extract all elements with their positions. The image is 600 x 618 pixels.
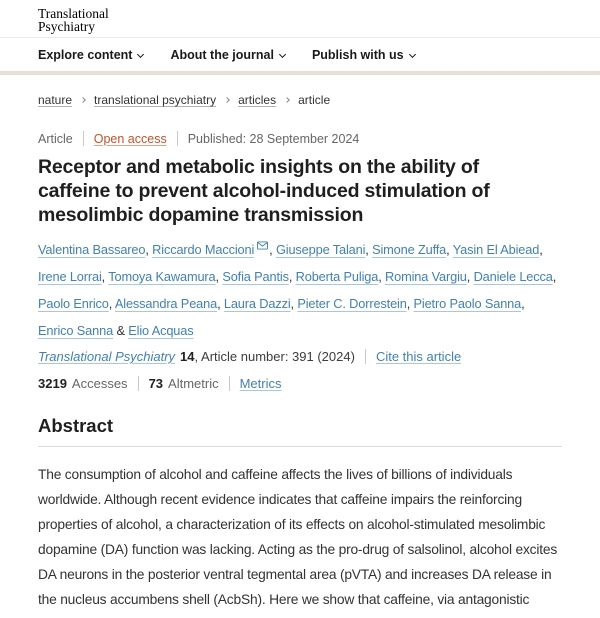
author-link[interactable]: Yasin El Abiead bbox=[452, 242, 540, 257]
meta-divider bbox=[82, 131, 84, 146]
journal-logo-line1: Translational bbox=[38, 6, 109, 21]
citation-divider bbox=[364, 349, 366, 364]
breadcrumb-nature[interactable]: nature bbox=[38, 93, 73, 107]
nav-label: About the journal bbox=[170, 48, 274, 62]
author-link[interactable]: Irene Lorrai bbox=[38, 269, 102, 284]
author-link[interactable]: Pietro Paolo Sanna bbox=[413, 296, 522, 311]
author-link[interactable]: Laura Dazzi bbox=[223, 296, 291, 311]
chevron-down-icon bbox=[278, 50, 286, 59]
abstract-divider bbox=[38, 446, 562, 447]
author-link[interactable]: Elio Acquas bbox=[128, 323, 194, 338]
nav-explore-content[interactable]: Explore content bbox=[38, 48, 145, 62]
breadcrumb-articles[interactable]: articles bbox=[238, 93, 277, 107]
author-link[interactable]: Roberta Puliga bbox=[295, 269, 379, 284]
article-content: nature translational psychiatry articles… bbox=[0, 93, 600, 618]
author-link[interactable]: Sofia Pantis bbox=[222, 269, 289, 284]
open-access-link[interactable]: Open access bbox=[93, 131, 167, 146]
breadcrumb-separator-icon bbox=[80, 97, 86, 103]
chevron-down-icon bbox=[137, 50, 145, 59]
published-date-label: Published: 28 September 2024 bbox=[187, 131, 360, 146]
journal-link[interactable]: Translational Psychiatry bbox=[38, 349, 176, 364]
chevron-down-icon bbox=[408, 50, 416, 59]
author-link[interactable]: Riccardo Maccioni bbox=[152, 242, 255, 257]
altmetric-label: Altmetric bbox=[168, 376, 219, 391]
author-link[interactable]: Simone Zuffa bbox=[372, 242, 447, 257]
article-meta-row: Article Open access Published: 28 Septem… bbox=[38, 131, 562, 146]
cite-this-article-link[interactable]: Cite this article bbox=[375, 349, 462, 364]
breadcrumb-separator-icon bbox=[284, 97, 290, 103]
breadcrumb-translational-psychiatry[interactable]: translational psychiatry bbox=[94, 93, 217, 107]
article-type-label: Article bbox=[38, 131, 73, 146]
author-link[interactable]: Paolo Enrico bbox=[38, 296, 109, 311]
author-link[interactable]: Valentina Bassareo bbox=[38, 242, 146, 257]
email-icon[interactable] bbox=[257, 238, 269, 253]
abstract-heading: Abstract bbox=[38, 415, 114, 436]
journal-logo[interactable]: Translational Psychiatry bbox=[38, 6, 562, 34]
altmetric-count: 73 bbox=[148, 376, 164, 391]
accesses-count: 3219 bbox=[38, 376, 67, 391]
author-link[interactable]: Daniele Lecca bbox=[473, 269, 553, 284]
nav-publish-with-us[interactable]: Publish with us bbox=[311, 48, 416, 62]
citation-row: Translational Psychiatry 14 , Article nu… bbox=[38, 349, 562, 364]
metrics-divider bbox=[228, 376, 230, 391]
author-link[interactable]: Tomoya Kawamura bbox=[108, 269, 216, 284]
nav-label: Explore content bbox=[38, 48, 133, 62]
author-link[interactable]: Giuseppe Talani bbox=[275, 242, 366, 257]
accesses-label: Accesses bbox=[71, 376, 128, 391]
journal-header: Translational Psychiatry bbox=[0, 0, 600, 38]
author-link[interactable]: Pieter C. Dorrestein bbox=[297, 296, 407, 311]
author-link[interactable]: Alessandra Peana bbox=[114, 296, 218, 311]
breadcrumb: nature translational psychiatry articles… bbox=[38, 93, 562, 107]
breadcrumb-article: article bbox=[298, 93, 331, 107]
abstract-text: The consumption of alcohol and caffeine … bbox=[38, 467, 558, 618]
journal-logo-line2: Psychiatry bbox=[38, 19, 95, 34]
nav-label: Publish with us bbox=[311, 48, 404, 62]
breadcrumb-separator-icon bbox=[224, 97, 230, 103]
site-navbar: Explore content About the journal Publis… bbox=[0, 38, 600, 75]
metrics-divider bbox=[137, 376, 139, 391]
author-list: Valentina Bassareo, Riccardo Maccioni, G… bbox=[38, 236, 562, 344]
article-title: Receptor and metabolic insights on the a… bbox=[38, 156, 490, 226]
author-link[interactable]: Enrico Sanna bbox=[38, 323, 114, 338]
metrics-link[interactable]: Metrics bbox=[239, 376, 282, 391]
article-number-label: , Article number: 391 (2024) bbox=[194, 349, 355, 364]
author-link[interactable]: Romina Vargiu bbox=[385, 269, 467, 284]
volume-number: 14 bbox=[180, 349, 195, 364]
metrics-row: 3219 Accesses 73 Altmetric Metrics bbox=[38, 376, 562, 391]
meta-divider bbox=[176, 131, 178, 146]
nav-about-the-journal[interactable]: About the journal bbox=[170, 48, 286, 62]
